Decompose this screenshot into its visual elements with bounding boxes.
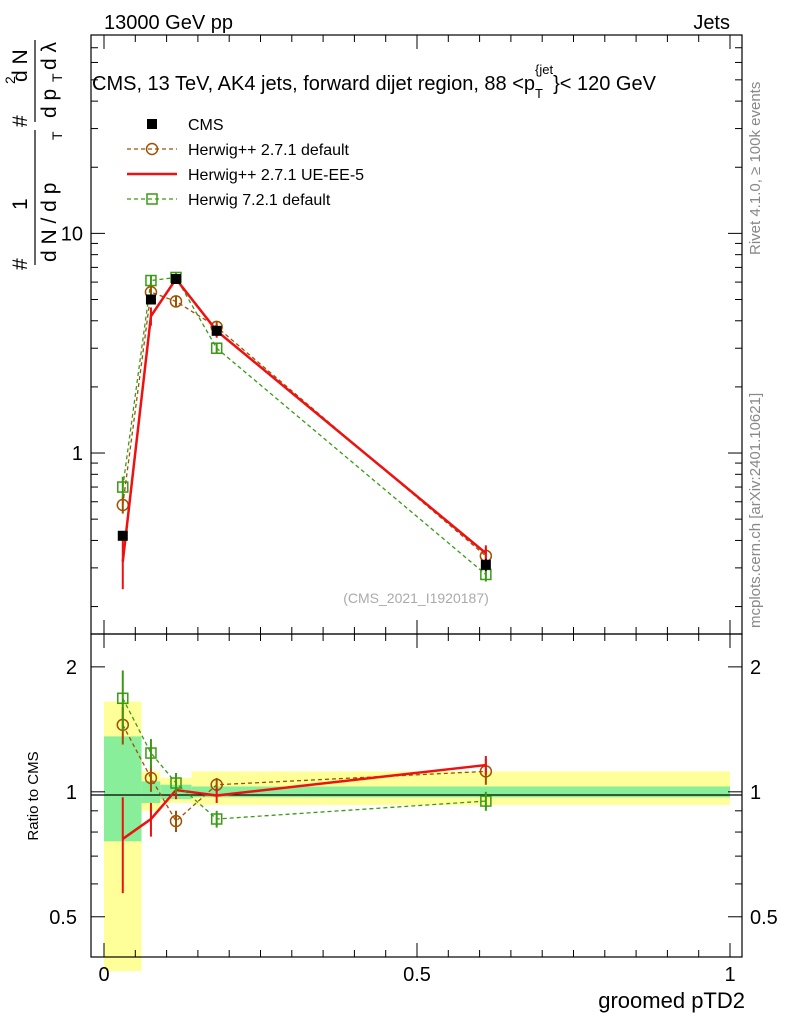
legend-label: Herwig 7.2.1 default (188, 192, 331, 209)
x-tick-label: 1 (724, 964, 735, 986)
y-label-one: 1 (9, 198, 32, 210)
analysis-watermark: (CMS_2021_I1920187) (343, 590, 489, 606)
legend: CMS Herwig++ 2.7.1 default Herwig++ 2.7.1 … (127, 117, 364, 209)
legend-marker (146, 193, 158, 205)
y-label-den-sub: T (49, 131, 65, 140)
x-axis-label: groomed pTD2 (598, 988, 745, 1013)
ratio-tick-label-left: 1 (66, 782, 77, 804)
legend-marker (145, 142, 159, 156)
y-label-hash: # (9, 258, 32, 270)
y-label-dden-sub: T (49, 73, 65, 82)
ratio-series-0-point (144, 771, 158, 785)
y-tick-label: 1 (72, 443, 83, 465)
cms-point (170, 273, 181, 284)
cms-point (145, 294, 156, 305)
rivet-label: Rivet 4.1.0, ≥ 100k events (747, 82, 764, 255)
mcplots-label: mcplots.cern.ch [arXiv:2401.10621] (747, 393, 764, 628)
ratio-series-2-point (210, 813, 223, 825)
ratio-series-2-point (145, 747, 157, 759)
ratio-y-ticks: 0.5 0.5 1 1 2 2 (49, 657, 778, 958)
ratio-tick-label-right: 2 (750, 657, 761, 679)
y-label-sup: 2 (2, 76, 18, 84)
y-label-den: d N / d p (38, 183, 61, 262)
y-label-dden: d p (38, 89, 61, 118)
ratio-series-2-point (117, 692, 129, 705)
ratio-bands (104, 701, 730, 972)
ratio-tick-label-right: 1 (750, 782, 761, 804)
series-1-line (122, 291, 487, 557)
chart-title: CMS, 13 TeV, AK4 jets, forward dijet reg… (92, 62, 657, 101)
series-3-line (122, 276, 487, 575)
ratio-tick-label-left: 0.5 (49, 907, 77, 929)
cms-point (480, 559, 491, 570)
main-y-ticks: 1 10 (61, 34, 742, 608)
legend-label: CMS (188, 117, 224, 134)
y-label-hash2: # (9, 115, 32, 127)
main-series (116, 271, 493, 590)
legend-label: Herwig++ 2.7.1 UE-EE-5 (188, 167, 364, 184)
series-2-line (121, 276, 487, 562)
ratio-tick-label-right: 0.5 (750, 907, 778, 929)
series-3-point (210, 342, 223, 354)
series-3-point (145, 274, 157, 287)
y-tick-label: 10 (61, 223, 83, 245)
ratio-series-0-line (122, 724, 486, 823)
cms-point (117, 530, 128, 541)
legend-marker (147, 119, 157, 129)
ratio-series-0-point (169, 814, 183, 828)
ratio-y-label: Ratio to CMS (25, 751, 42, 840)
y-label-dnum: d N (9, 49, 32, 82)
x-tick-label: 0.5 (403, 964, 431, 986)
ratio-series (116, 670, 493, 894)
legend-label: Herwig++ 2.7.1 default (188, 142, 350, 159)
y-label-dlam: d λ (38, 41, 61, 70)
cms-point (211, 325, 222, 336)
ratio-series-2-point (170, 777, 182, 789)
header-right: Jets (693, 12, 730, 34)
ratio-band-inner (191, 786, 730, 798)
ratio-series-2-point (480, 795, 492, 807)
x-tick-label: 0 (98, 964, 109, 986)
series-3-point (117, 481, 129, 493)
header-left: 13000 GeV pp (104, 12, 233, 34)
x-axis-ticks: 0 0.5 1 (98, 35, 736, 986)
y-axis-label: # 1 d N / d p T # d N 2 d p T d λ (2, 40, 65, 270)
series-1-point (169, 295, 183, 308)
ratio-tick-label-left: 2 (66, 657, 77, 679)
